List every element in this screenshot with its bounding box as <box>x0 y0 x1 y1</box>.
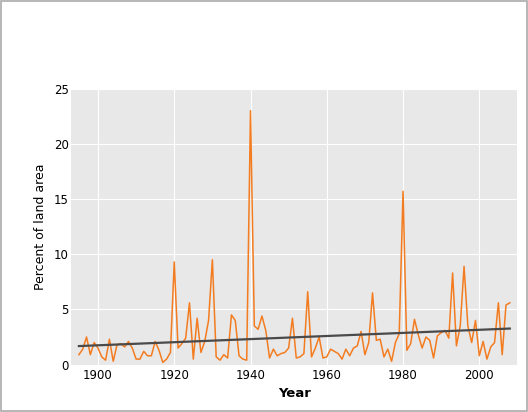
Text: in the Lower 48 States, 1895–2008: in the Lower 48 States, 1895–2008 <box>153 52 375 65</box>
Text: Figure 2. Abnormally High Annual Precipitation: Figure 2. Abnormally High Annual Precipi… <box>21 17 319 30</box>
X-axis label: Year: Year <box>278 387 311 400</box>
Y-axis label: Percent of land area: Percent of land area <box>34 163 46 290</box>
